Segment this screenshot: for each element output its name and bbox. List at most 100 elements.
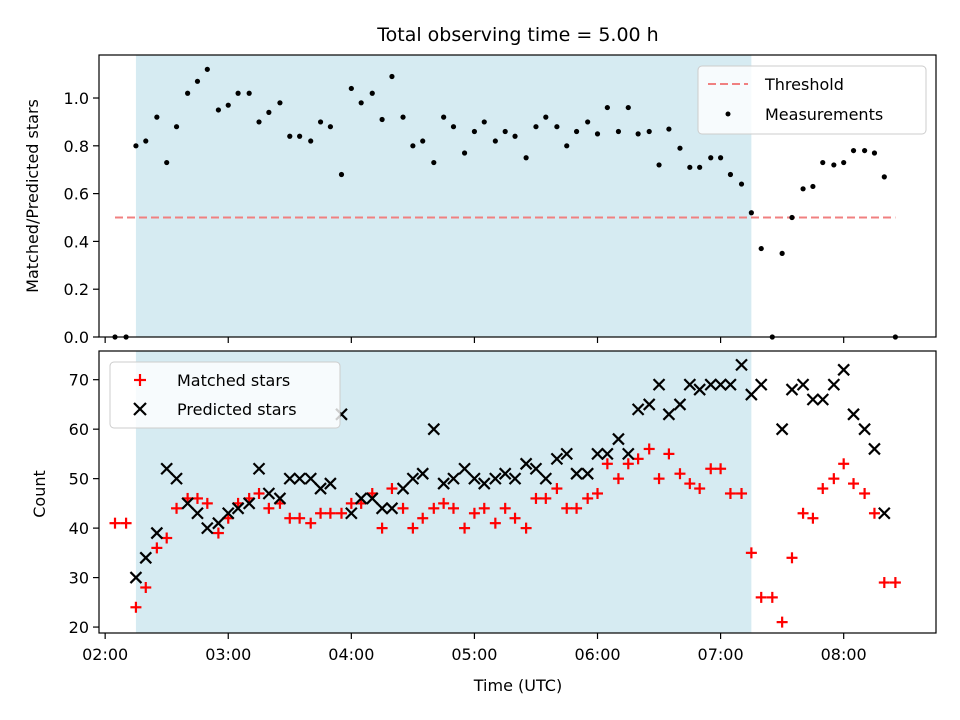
matched-star-point (766, 591, 778, 603)
measurement-point (277, 100, 283, 106)
predicted-star-point (181, 497, 194, 510)
legend-matched-label: Matched stars (177, 371, 290, 390)
matched-star-point (509, 512, 521, 524)
matched-star-point (868, 507, 880, 519)
matched-star-point (705, 463, 717, 475)
ratio-legend-box (697, 65, 927, 135)
measurement-point (338, 171, 345, 178)
measurement-point (400, 114, 406, 120)
predicted-star-point (662, 408, 676, 421)
count-axes-frame (98, 350, 937, 634)
measurement-point (594, 131, 601, 137)
measurement-point (287, 133, 293, 139)
predicted-star-point (324, 477, 337, 490)
ratio-y-axis-label: Matched/Predicted stars (23, 99, 42, 293)
measurement-point (235, 90, 241, 96)
predicted-star-point (385, 502, 399, 515)
measurement-point (656, 162, 662, 168)
measurement-point (789, 214, 795, 221)
measurement-point (389, 73, 395, 80)
matched-star-point (674, 468, 686, 480)
x-axis-label: Time (UTC) (473, 676, 562, 695)
matched-star-point (582, 492, 594, 504)
predicted-star-point (631, 403, 645, 416)
ratio-panel: Total observing time = 5.00 h 0.00.20.40… (23, 24, 937, 347)
matched-star-point (694, 483, 706, 495)
predicted-star-point (447, 472, 460, 485)
measurement-point (646, 128, 652, 135)
predicted-star-point (519, 457, 533, 471)
matched-star-point (201, 497, 213, 509)
predicted-star-point (693, 383, 706, 396)
ratio-y-tick-label: 1.0 (64, 89, 89, 108)
count-x-tick-label: 02:00 (82, 645, 128, 664)
measurement-point (758, 245, 764, 252)
measurement-point (717, 155, 724, 161)
matched-star-point (622, 458, 634, 470)
count-x-tick-label: 03:00 (205, 645, 251, 664)
predicted-star-point (354, 492, 368, 505)
matched-star-point (386, 483, 398, 495)
matched-star-point (838, 458, 850, 470)
matched-star-point (253, 487, 265, 499)
matched-star-point (859, 487, 871, 499)
measurement-point (348, 85, 354, 92)
measurement-point (481, 119, 487, 125)
matched-star-point (161, 532, 173, 544)
predicted-star-point (252, 462, 266, 476)
measurement-point (820, 159, 826, 166)
predicted-star-point (868, 442, 881, 456)
predicted-star-point (304, 472, 317, 485)
matched-star-point (663, 448, 675, 460)
predicted-star-point (591, 447, 604, 461)
matched-star-point (305, 517, 317, 529)
measurement-point (297, 133, 303, 139)
matched-star-point (561, 502, 573, 514)
measurement-point (748, 210, 754, 216)
measurement-points (112, 66, 898, 340)
matched-star-point (478, 502, 490, 514)
matched-star-point (797, 507, 809, 519)
measurement-point (512, 133, 518, 139)
measurement-point (327, 124, 334, 130)
matched-star-point (807, 512, 819, 524)
matched-star-point (745, 547, 757, 559)
matched-star-point (417, 512, 429, 524)
matched-star-point (653, 473, 665, 485)
measurement-point (871, 150, 878, 156)
predicted-star-point (170, 472, 183, 485)
count-panel: 20 30 40 50 60 70 02:00 03:00 04:00 05:00 06:00 07… (30, 350, 937, 695)
predicted-star-point (745, 388, 758, 401)
predicted-star-point (724, 378, 737, 391)
measurement-point (779, 250, 785, 256)
predicted-star-point (396, 482, 410, 495)
matched-star-point (755, 591, 767, 603)
predicted-star-point (837, 363, 850, 377)
matched-star-point (407, 522, 419, 534)
matched-star-point (724, 487, 736, 499)
matched-star-point (736, 487, 748, 499)
count-x-tick-label: 08:00 (821, 645, 867, 664)
matched-star-point (468, 507, 480, 519)
measurement-point (831, 162, 837, 168)
predicted-star-point (878, 506, 891, 520)
predicted-star-point (642, 398, 656, 411)
measurement-point (173, 124, 180, 130)
predicted-star-point (283, 472, 297, 485)
matched-star-point (889, 577, 901, 589)
measurement-point (738, 181, 745, 187)
predicted-star-point (560, 447, 574, 461)
matched-star-point (715, 463, 727, 475)
matched-star-point (632, 453, 644, 465)
matched-star-point (551, 483, 563, 495)
predicted-star-point (129, 571, 143, 584)
matched-star-point (263, 502, 275, 514)
predicted-star-point (539, 472, 553, 485)
ratio-legend: Threshold Measurements (697, 65, 927, 135)
measurement-point (204, 66, 210, 72)
predicted-star-point (477, 477, 491, 490)
ratio-y-tick-label: 0.2 (64, 280, 89, 299)
legend-matched-swatch (134, 374, 146, 386)
measurement-point (862, 147, 868, 154)
